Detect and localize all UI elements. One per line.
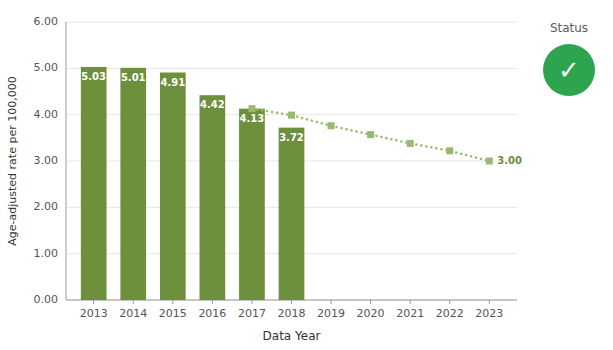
status-check: ✓ [558, 55, 580, 85]
x-tick [133, 300, 134, 304]
y-axis-line [66, 22, 67, 300]
x-tick-label: 2019 [317, 307, 345, 320]
y-tick-label: 3.00 [34, 154, 59, 167]
x-tick-label: 2020 [357, 307, 385, 320]
marker [328, 122, 335, 129]
y-tick-label: 1.00 [34, 247, 59, 260]
y-axis-label: Age-adjusted rate per 100,000 [6, 76, 19, 245]
data-labels: 5.03 5.01 4.91 4.42 4.13 3.72 [81, 71, 304, 143]
x-tick-label: 2014 [119, 307, 147, 320]
x-tick-label: 2016 [198, 307, 226, 320]
x-tick [172, 300, 173, 304]
x-tick [370, 300, 371, 304]
x-tick [93, 300, 94, 304]
x-tick-label: 2017 [238, 307, 266, 320]
data-label: 5.01 [121, 72, 146, 83]
projection-line [252, 109, 489, 161]
end-label: 3.00 [497, 155, 522, 166]
data-label: 5.03 [81, 71, 106, 82]
x-axis-label: Data Year [263, 329, 321, 343]
status-badge [543, 44, 595, 96]
x-tick [449, 300, 450, 304]
marker [486, 158, 493, 165]
y-tick-label: 5.00 [34, 61, 59, 74]
grid-line [66, 22, 517, 23]
data-label: 4.42 [200, 99, 225, 110]
x-tick-label: 2018 [278, 307, 306, 320]
x-tick [251, 300, 252, 304]
grid [66, 22, 517, 300]
x-tick [410, 300, 411, 304]
x-tick-label: 2015 [159, 307, 187, 320]
x-tick-label: 2023 [475, 307, 503, 320]
bar [81, 67, 107, 300]
x-tick [212, 300, 213, 304]
x-tick [291, 300, 292, 304]
y-tick-label: 4.00 [34, 108, 59, 121]
y-tick-label: 6.00 [34, 15, 59, 28]
status-label: Status [550, 21, 588, 35]
x-tick-label: 2021 [396, 307, 424, 320]
data-label: 3.72 [279, 132, 304, 143]
marker [407, 140, 414, 147]
x-tick-label: 2022 [436, 307, 464, 320]
y-tick-label: 2.00 [34, 200, 59, 213]
x-tick-label: 2013 [80, 307, 108, 320]
data-label: 4.13 [240, 113, 265, 124]
marker [288, 112, 295, 119]
marker [367, 131, 374, 138]
bar [120, 68, 146, 300]
x-tick [331, 300, 332, 304]
marker [446, 147, 453, 154]
marker [248, 105, 255, 112]
chart: 0.00 1.00 2.00 3.00 4.00 5.00 6.00 2013 2014 2015… [0, 0, 613, 350]
marks [81, 67, 493, 300]
bar [279, 128, 305, 300]
bar [160, 73, 186, 300]
bar [239, 109, 265, 300]
y-tick-label: 0.00 [34, 293, 59, 306]
bar [200, 95, 226, 300]
x-tick [489, 300, 490, 304]
data-label: 4.91 [160, 77, 185, 88]
